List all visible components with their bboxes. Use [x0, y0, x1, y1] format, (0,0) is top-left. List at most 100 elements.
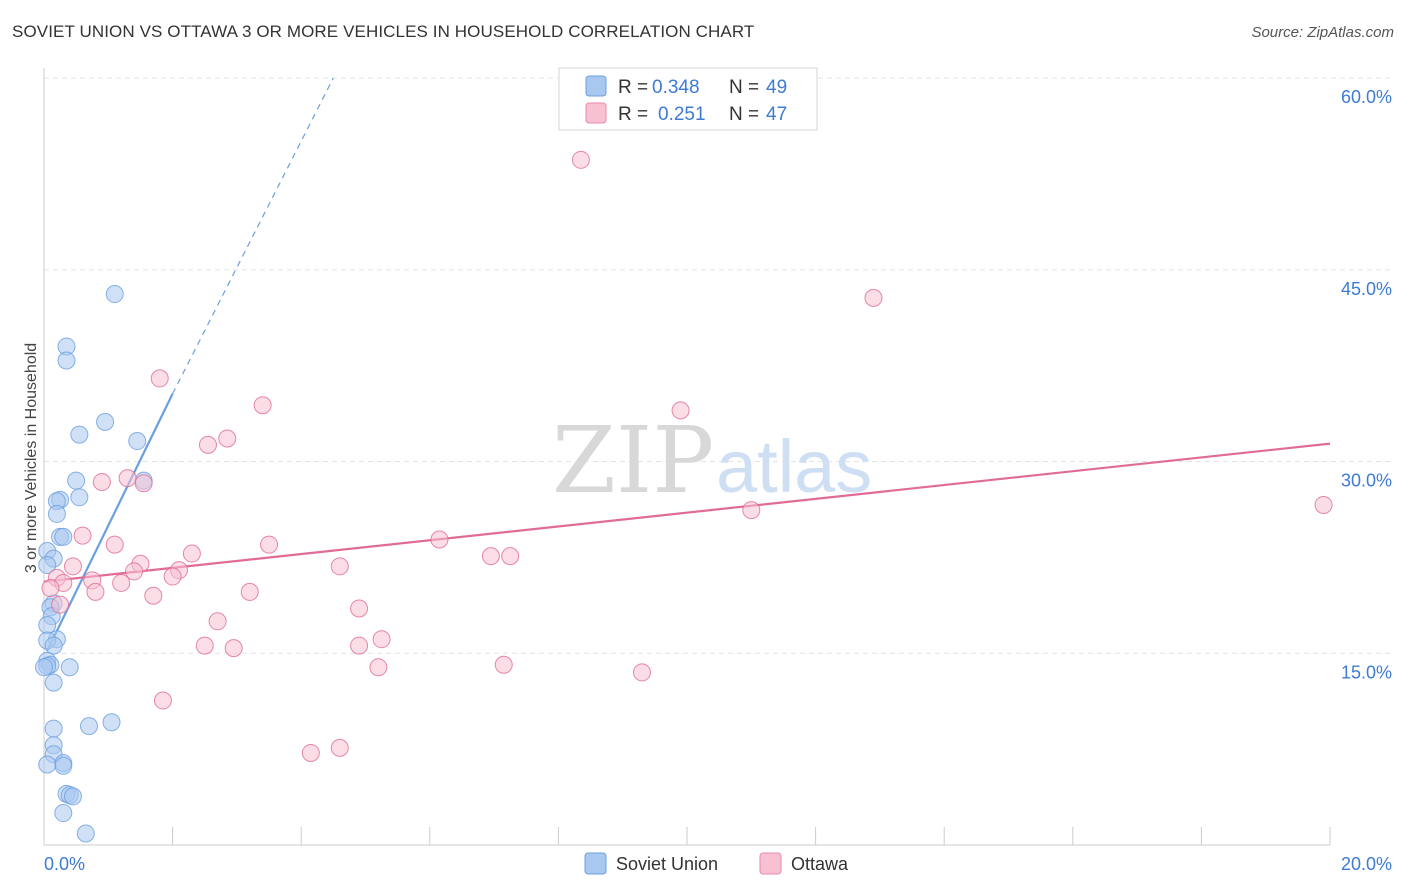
data-point-ottawa — [125, 562, 144, 581]
top-legend: R = 0.348 N = 49 R = 0.251 N = 47 — [558, 67, 818, 131]
data-point-ottawa — [118, 469, 137, 488]
data-point-ottawa — [671, 401, 690, 420]
data-point-ottawa — [153, 691, 172, 710]
legend-swatch-soviet-union — [585, 75, 607, 97]
data-point-ottawa — [224, 639, 243, 658]
legend-r-label: R = — [618, 77, 648, 98]
x-tick-label: 20.0% — [1341, 854, 1392, 874]
trend-line-soviet-union — [46, 393, 174, 652]
y-tick-label: 30.0% — [1341, 471, 1392, 491]
data-point-soviet-union — [80, 717, 99, 736]
data-point-ottawa — [350, 599, 369, 618]
trend-line-extension — [172, 77, 334, 395]
data-point-soviet-union — [47, 504, 66, 523]
legend-swatch-ottawa — [585, 102, 607, 124]
data-point-ottawa — [330, 738, 349, 757]
trend-lines — [43, 77, 1331, 652]
data-point-ottawa — [163, 567, 182, 586]
data-point-ottawa — [144, 586, 163, 605]
gridlines — [44, 77, 1392, 654]
data-point-soviet-union — [70, 488, 89, 507]
data-point-soviet-union — [35, 658, 53, 677]
data-point-soviet-union — [57, 351, 76, 370]
legend-n-label: N = — [729, 77, 759, 98]
data-point-ottawa — [742, 501, 761, 520]
data-point-ottawa — [51, 595, 70, 614]
legend-n-label: N = — [729, 104, 759, 125]
data-point-ottawa — [330, 557, 349, 576]
data-point-ottawa — [150, 369, 169, 388]
data-point-soviet-union — [60, 658, 79, 677]
legend-r-label: R = — [618, 104, 648, 125]
data-point-ottawa — [571, 150, 590, 169]
data-points — [35, 150, 1333, 843]
legend-n-value: 49 — [766, 77, 787, 98]
y-tick-label: 45.0% — [1341, 279, 1392, 299]
data-point-ottawa — [864, 288, 883, 307]
data-point-ottawa — [63, 557, 82, 576]
legend-r-value: 0.348 — [652, 77, 700, 98]
data-point-soviet-union — [96, 412, 115, 431]
data-point-ottawa — [253, 396, 272, 415]
watermark-zip: ZIP — [552, 407, 714, 514]
data-point-soviet-union — [54, 527, 73, 546]
data-point-ottawa — [134, 474, 153, 493]
data-point-soviet-union — [63, 787, 82, 806]
data-point-ottawa — [632, 663, 651, 682]
data-point-ottawa — [1314, 495, 1333, 514]
data-point-ottawa — [112, 573, 131, 592]
data-point-ottawa — [182, 544, 201, 563]
axes — [43, 68, 1331, 846]
data-point-ottawa — [41, 579, 60, 598]
data-point-ottawa — [105, 535, 124, 554]
data-point-soviet-union — [67, 471, 86, 490]
data-point-ottawa — [260, 535, 279, 554]
source-label: Source: ZipAtlas.com — [1251, 24, 1394, 41]
trend-line-ottawa — [43, 442, 1331, 583]
data-point-soviet-union — [44, 673, 63, 692]
x-tick-labels: 0.0% 20.0% — [44, 854, 1392, 874]
watermark-atlas: atlas — [716, 425, 872, 508]
data-point-ottawa — [195, 636, 214, 655]
data-point-ottawa — [301, 743, 320, 762]
data-point-ottawa — [240, 582, 259, 601]
data-point-ottawa — [86, 582, 105, 601]
data-point-ottawa — [92, 472, 111, 491]
data-point-soviet-union — [54, 756, 73, 775]
watermark: ZIP atlas — [552, 407, 872, 514]
chart-title: SOVIET UNION VS OTTAWA 3 OR MORE VEHICLE… — [12, 22, 755, 41]
data-point-soviet-union — [38, 556, 57, 575]
data-point-soviet-union — [44, 636, 63, 655]
y-tick-label: 15.0% — [1341, 662, 1392, 682]
data-point-ottawa — [481, 547, 500, 566]
data-point-soviet-union — [102, 713, 121, 732]
y-tick-label: 60.0% — [1341, 87, 1392, 107]
y-tick-labels: 15.0% 30.0% 45.0% 60.0% — [1341, 87, 1392, 682]
data-point-soviet-union — [38, 755, 57, 774]
y-axis-label: 3 or more Vehicles in Household — [23, 343, 40, 573]
data-point-ottawa — [73, 526, 92, 545]
data-point-soviet-union — [44, 719, 63, 738]
bottom-legend: Soviet Union Ottawa — [584, 852, 849, 875]
data-point-soviet-union — [70, 425, 89, 444]
legend-r-value: 0.251 — [658, 104, 706, 125]
data-point-ottawa — [369, 658, 388, 677]
data-point-soviet-union — [105, 285, 124, 304]
x-tick-label: 0.0% — [44, 854, 85, 874]
data-point-ottawa — [218, 429, 237, 448]
bottom-legend-swatch-ottawa — [759, 852, 782, 875]
bottom-legend-swatch-soviet-union — [584, 852, 607, 875]
data-point-ottawa — [430, 530, 449, 549]
legend-n-value: 47 — [766, 104, 787, 125]
bottom-legend-label: Ottawa — [791, 854, 849, 874]
data-point-ottawa — [494, 655, 513, 674]
data-point-ottawa — [350, 636, 369, 655]
bottom-legend-label: Soviet Union — [616, 854, 718, 874]
data-point-ottawa — [208, 612, 227, 631]
data-point-ottawa — [501, 547, 520, 566]
data-point-ottawa — [372, 630, 391, 649]
data-point-soviet-union — [128, 432, 147, 451]
data-point-ottawa — [198, 435, 217, 454]
data-point-soviet-union — [76, 824, 95, 843]
